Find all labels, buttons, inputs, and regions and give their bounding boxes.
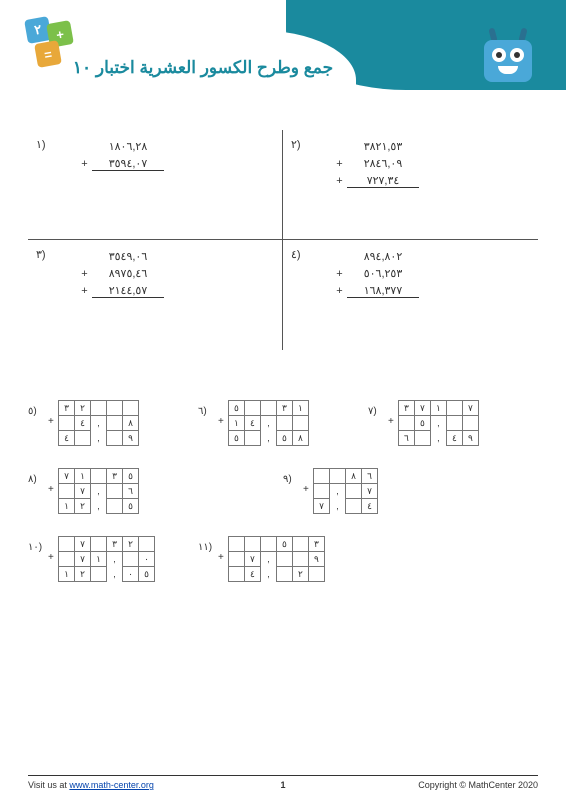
- plus-sign: +: [218, 416, 228, 431]
- grid-problem: ١١)+٥٣٧,٩٤,٢: [198, 536, 453, 582]
- monster-mascot: [480, 30, 536, 86]
- grid-problem: ٥)+٣٢٤,٨٤,٩: [28, 400, 198, 446]
- footer: Visit us at www.math-center.org 1 Copyri…: [28, 775, 538, 790]
- problem-number: ٣): [36, 248, 46, 261]
- problem-number: ١٠): [28, 536, 48, 553]
- copyright: Copyright © MathCenter 2020: [418, 780, 538, 790]
- stacked-problem: ١)١٨٠٦,٢٨+٣٥٩٤,٠٧: [28, 130, 283, 240]
- grid-problem: ٩)+٨٦,٧٧,٤: [283, 468, 453, 514]
- problem-number: ٦): [198, 400, 218, 417]
- footer-visit: Visit us at www.math-center.org: [28, 780, 154, 790]
- problem-number: ٤): [291, 248, 301, 261]
- plus-sign: +: [303, 484, 313, 499]
- stacked-problems: ١)١٨٠٦,٢٨+٣٥٩٤,٠٧٢)٣٨٢١,٥٣+٢٨٤٦,٠٩+٧٢٧,٣…: [28, 130, 538, 350]
- plus-sign: +: [48, 552, 58, 567]
- plus-sign: +: [48, 484, 58, 499]
- problem-number: ٧): [368, 400, 388, 417]
- page-title: جمع وطرح الكسور العشرية اختبار ١٠: [0, 58, 406, 78]
- problem-number: ٨): [28, 468, 48, 485]
- plus-sign: +: [388, 416, 398, 431]
- problem-number: ٥): [28, 400, 48, 417]
- problem-number: ١): [36, 138, 46, 151]
- stacked-problem: ٣)٣٥٤٩,٠٦+٨٩٧٥,٤٦+٢١٤٤,٥٧: [28, 240, 283, 350]
- grid-problem: ٨)+٧١٣٥٧,٦١٢,٥: [28, 468, 283, 514]
- problem-number: ١١): [198, 536, 218, 553]
- grid-problem: ١٠)+٧٣٢٧١,٠١٢,٠٥: [28, 536, 198, 582]
- grid-problem: ٧)+٣٧١٧٥,٦,٤٩: [368, 400, 538, 446]
- page-number: 1: [280, 780, 285, 790]
- plus-sign: +: [48, 416, 58, 431]
- footer-link[interactable]: www.math-center.org: [69, 780, 154, 790]
- stacked-problem: ٢)٣٨٢١,٥٣+٢٨٤٦,٠٩+٧٢٧,٣٤: [283, 130, 538, 240]
- grid-problems: ٥)+٣٢٤,٨٤,٩٦)+٥٣١١٤,٥,٥٨٧)+٣٧١٧٥,٦,٤٩٨)+…: [28, 400, 538, 604]
- stacked-problem: ٤)٨٩٤,٨٠٢+٥٠٦,٢٥٣+١٦٨,٣٧٧: [283, 240, 538, 350]
- grid-problem: ٦)+٥٣١١٤,٥,٥٨: [198, 400, 368, 446]
- problem-number: ٢): [291, 138, 301, 151]
- problem-number: ٩): [283, 468, 303, 485]
- plus-sign: +: [218, 552, 228, 567]
